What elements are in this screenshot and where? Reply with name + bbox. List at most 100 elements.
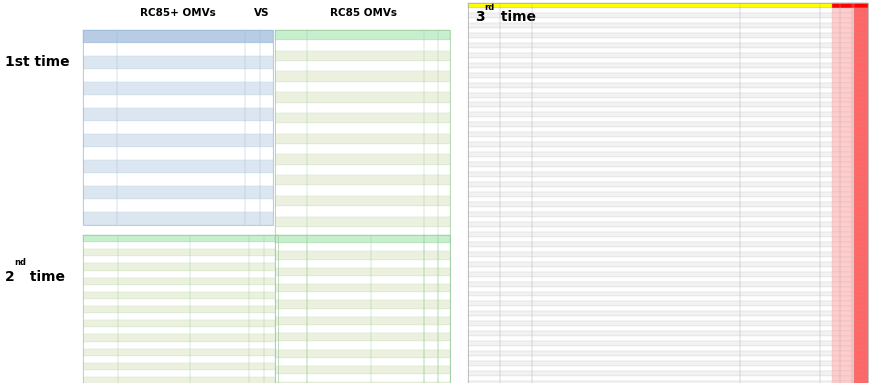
Bar xyxy=(854,182,868,187)
Bar xyxy=(854,331,868,336)
Bar xyxy=(83,349,278,356)
Bar xyxy=(854,128,868,133)
Bar xyxy=(83,69,273,82)
Bar xyxy=(854,123,868,128)
Bar xyxy=(832,321,854,326)
Bar xyxy=(468,3,868,383)
Bar xyxy=(854,301,868,306)
Bar xyxy=(468,133,868,137)
Bar xyxy=(832,133,854,137)
Bar xyxy=(832,282,854,286)
Bar xyxy=(468,306,868,311)
Bar xyxy=(854,88,868,93)
Bar xyxy=(832,147,854,152)
Bar xyxy=(832,63,854,68)
Bar xyxy=(83,30,273,225)
Bar xyxy=(854,103,868,108)
Bar xyxy=(275,331,450,341)
Bar xyxy=(468,207,868,212)
Bar xyxy=(832,93,854,98)
Text: nd: nd xyxy=(14,258,26,267)
Bar xyxy=(854,212,868,217)
Bar xyxy=(832,103,854,108)
Bar xyxy=(832,341,854,346)
Bar xyxy=(854,113,868,118)
Bar xyxy=(854,8,868,13)
Bar xyxy=(275,235,450,243)
Bar xyxy=(854,142,868,147)
Bar xyxy=(275,276,450,284)
Bar xyxy=(468,222,868,227)
Text: RC85 OMVs: RC85 OMVs xyxy=(329,8,397,18)
Bar xyxy=(854,202,868,207)
Bar xyxy=(832,88,854,93)
Bar xyxy=(275,333,450,341)
Bar xyxy=(832,252,854,257)
Bar xyxy=(854,38,868,43)
Bar xyxy=(83,82,273,95)
Bar xyxy=(275,300,450,310)
Bar xyxy=(83,199,273,212)
Bar xyxy=(832,296,854,301)
Bar xyxy=(832,118,854,123)
Bar xyxy=(854,58,868,63)
Bar xyxy=(854,177,868,182)
Bar xyxy=(832,162,854,167)
Bar xyxy=(854,272,868,277)
Bar xyxy=(83,377,278,383)
Bar xyxy=(468,103,868,108)
Bar xyxy=(854,137,868,142)
Bar xyxy=(468,137,868,142)
Bar xyxy=(832,8,854,13)
Bar xyxy=(275,372,450,383)
Bar xyxy=(854,296,868,301)
Bar xyxy=(468,192,868,197)
Bar xyxy=(468,108,868,113)
Bar xyxy=(83,235,278,383)
Bar xyxy=(854,98,868,103)
Bar xyxy=(832,257,854,262)
Bar xyxy=(468,361,868,366)
Bar xyxy=(468,18,868,23)
Bar xyxy=(832,128,854,133)
Bar xyxy=(832,247,854,252)
Bar xyxy=(832,217,854,222)
Bar xyxy=(854,381,868,383)
Bar xyxy=(468,43,868,48)
Bar xyxy=(832,286,854,291)
Text: time: time xyxy=(25,270,65,284)
Bar xyxy=(275,175,450,185)
Bar xyxy=(275,362,450,372)
Bar xyxy=(275,320,450,331)
Bar xyxy=(275,165,450,175)
Bar xyxy=(832,346,854,351)
Bar xyxy=(832,366,854,371)
Bar xyxy=(832,58,854,63)
Text: time: time xyxy=(496,10,536,24)
Bar xyxy=(468,73,868,78)
Bar xyxy=(468,212,868,217)
Bar xyxy=(468,38,868,43)
Bar xyxy=(275,358,450,366)
Bar xyxy=(832,73,854,78)
Bar xyxy=(83,270,278,278)
Bar xyxy=(468,282,868,286)
Bar xyxy=(468,381,868,383)
Bar xyxy=(468,48,868,53)
Bar xyxy=(832,207,854,212)
Bar xyxy=(468,296,868,301)
Bar xyxy=(83,43,273,56)
Bar xyxy=(83,356,278,363)
Bar xyxy=(468,187,868,192)
Bar xyxy=(832,316,854,321)
Bar xyxy=(854,83,868,88)
Bar xyxy=(468,247,868,252)
Bar xyxy=(275,243,450,251)
Bar xyxy=(854,108,868,113)
Bar xyxy=(275,260,450,268)
Bar xyxy=(275,113,450,123)
Bar xyxy=(275,154,450,165)
Bar xyxy=(275,206,450,216)
Bar xyxy=(854,93,868,98)
Bar xyxy=(275,284,450,292)
